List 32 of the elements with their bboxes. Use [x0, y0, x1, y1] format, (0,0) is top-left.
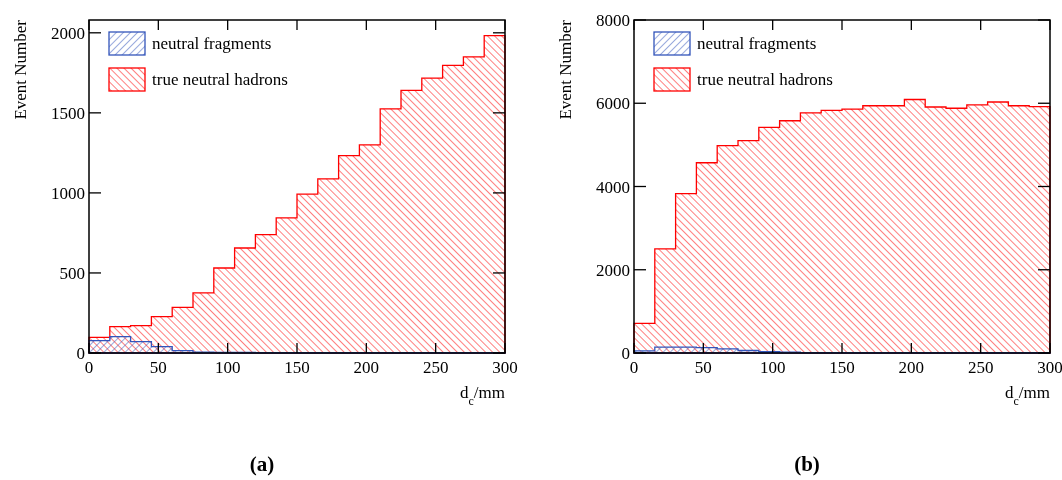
legend-label: true neutral hadrons [152, 70, 288, 89]
y-tick-label: 8000 [596, 11, 630, 30]
x-tick-label: 250 [967, 358, 994, 377]
x-tick-label: 150 [829, 358, 855, 377]
x-axis-title: d$_{c}$/mm [1005, 383, 1050, 408]
y-tick-label: 2000 [596, 260, 630, 280]
y-tick-label: 1500 [51, 103, 85, 123]
text: (b) [794, 452, 820, 476]
x-tick-label: 50 [149, 358, 167, 377]
x-tick-label: 250 [422, 358, 449, 377]
x-axis-title: d$_{c}$/mm [460, 383, 505, 408]
legend-label: neutral fragments [152, 34, 272, 53]
legend-label: true neutral hadrons [697, 70, 833, 89]
x-tick-label: 100 [759, 358, 786, 377]
y-tick-label: 4000 [596, 177, 630, 197]
x-tick-label: 300 [492, 358, 518, 377]
y-axis-title: Event Number [11, 19, 30, 120]
text: (a) [249, 452, 275, 476]
x-tick-label: 300 [1037, 358, 1062, 377]
y-tick-label: 0 [621, 344, 630, 363]
x-tick-label: 200 [353, 358, 380, 377]
x-tick-label: 200 [898, 358, 925, 377]
x-tick-label: 150 [284, 358, 310, 377]
y-tick-label: 2000 [51, 23, 85, 43]
y-axis-title: Event Number [556, 19, 575, 120]
y-tick-label: 6000 [596, 94, 630, 114]
y-tick-label: 0 [76, 344, 85, 363]
x-tick-label: 50 [694, 358, 712, 377]
y-tick-label: 500 [59, 263, 85, 283]
x-tick-label: 100 [214, 358, 241, 377]
y-tick-label: 1000 [51, 183, 85, 203]
legend-label: neutral fragments [697, 34, 817, 53]
